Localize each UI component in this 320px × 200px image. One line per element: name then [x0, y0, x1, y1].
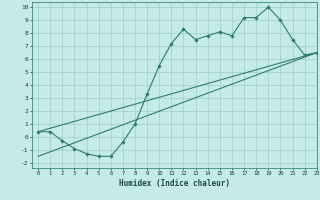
X-axis label: Humidex (Indice chaleur): Humidex (Indice chaleur) [119, 179, 230, 188]
